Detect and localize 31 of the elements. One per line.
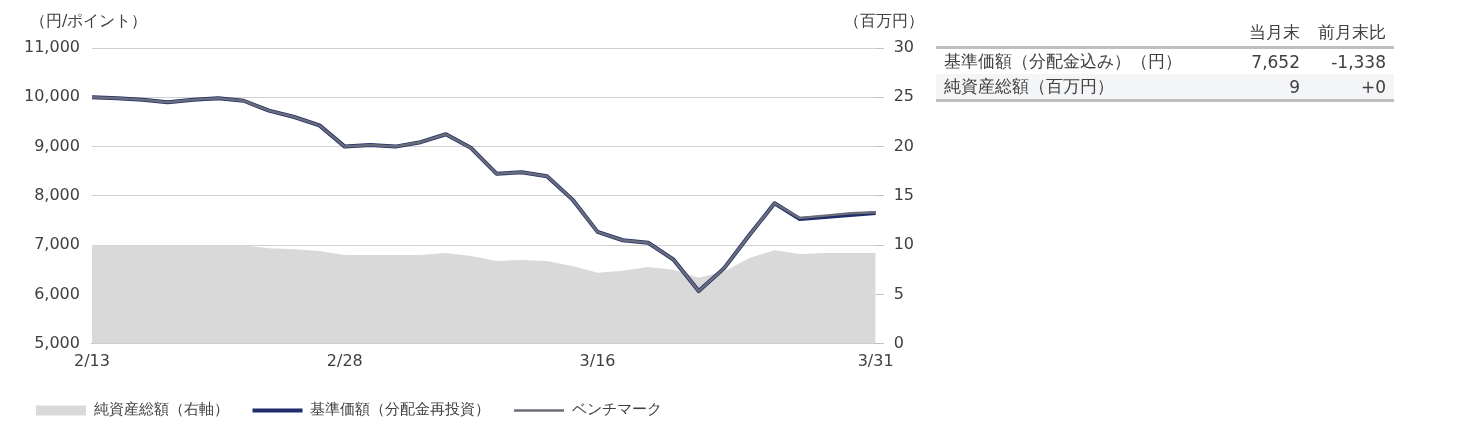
y-tick-label: 5,000	[34, 332, 80, 352]
y2-tick-label: 0	[893, 332, 904, 352]
y-tick-label: 9,000	[34, 135, 80, 155]
text: -1,338	[1331, 51, 1386, 72]
text: +0	[1360, 76, 1386, 97]
y2-axis-title: （百万円）	[844, 11, 924, 31]
y-tick-label: 7,000	[34, 234, 80, 254]
category-label: 前月末比	[1317, 21, 1387, 44]
y2-tick-label: 10	[893, 234, 914, 254]
y2-tick-label: 15	[893, 185, 914, 205]
y-tick-label: 10,000	[24, 86, 80, 106]
y2-tick-label: 25	[893, 86, 914, 106]
text: 9	[1289, 76, 1300, 97]
x-tick-label: 3/31	[857, 350, 894, 370]
y-tick-label: 11,000	[24, 37, 80, 57]
y2-tick-label: 20	[893, 135, 914, 155]
x-tick-label: 2/13	[74, 350, 110, 370]
category-label: 基準価額（分配金込み）（円）	[944, 51, 1182, 71]
y-tick-label: 8,000	[34, 185, 80, 205]
y2-tick-label: 30	[893, 37, 914, 57]
y-tick-label: 6,000	[34, 283, 80, 303]
category-label: 当月末	[1248, 21, 1301, 44]
x-tick-label: 2/28	[326, 350, 363, 370]
x-tick-label: 3/16	[579, 350, 616, 370]
category-label: 純資産総額（百万円）	[944, 76, 1114, 96]
y2-tick-label: 5	[893, 283, 904, 303]
y-axis-title: （円/ポイント）	[30, 11, 148, 31]
legend-label: ベンチマーク	[571, 400, 662, 419]
text: 7,652	[1251, 51, 1300, 72]
legend-label: 基準価額（分配金再投資）	[310, 400, 490, 419]
legend-label: 純資産総額（右軸）	[93, 400, 229, 419]
